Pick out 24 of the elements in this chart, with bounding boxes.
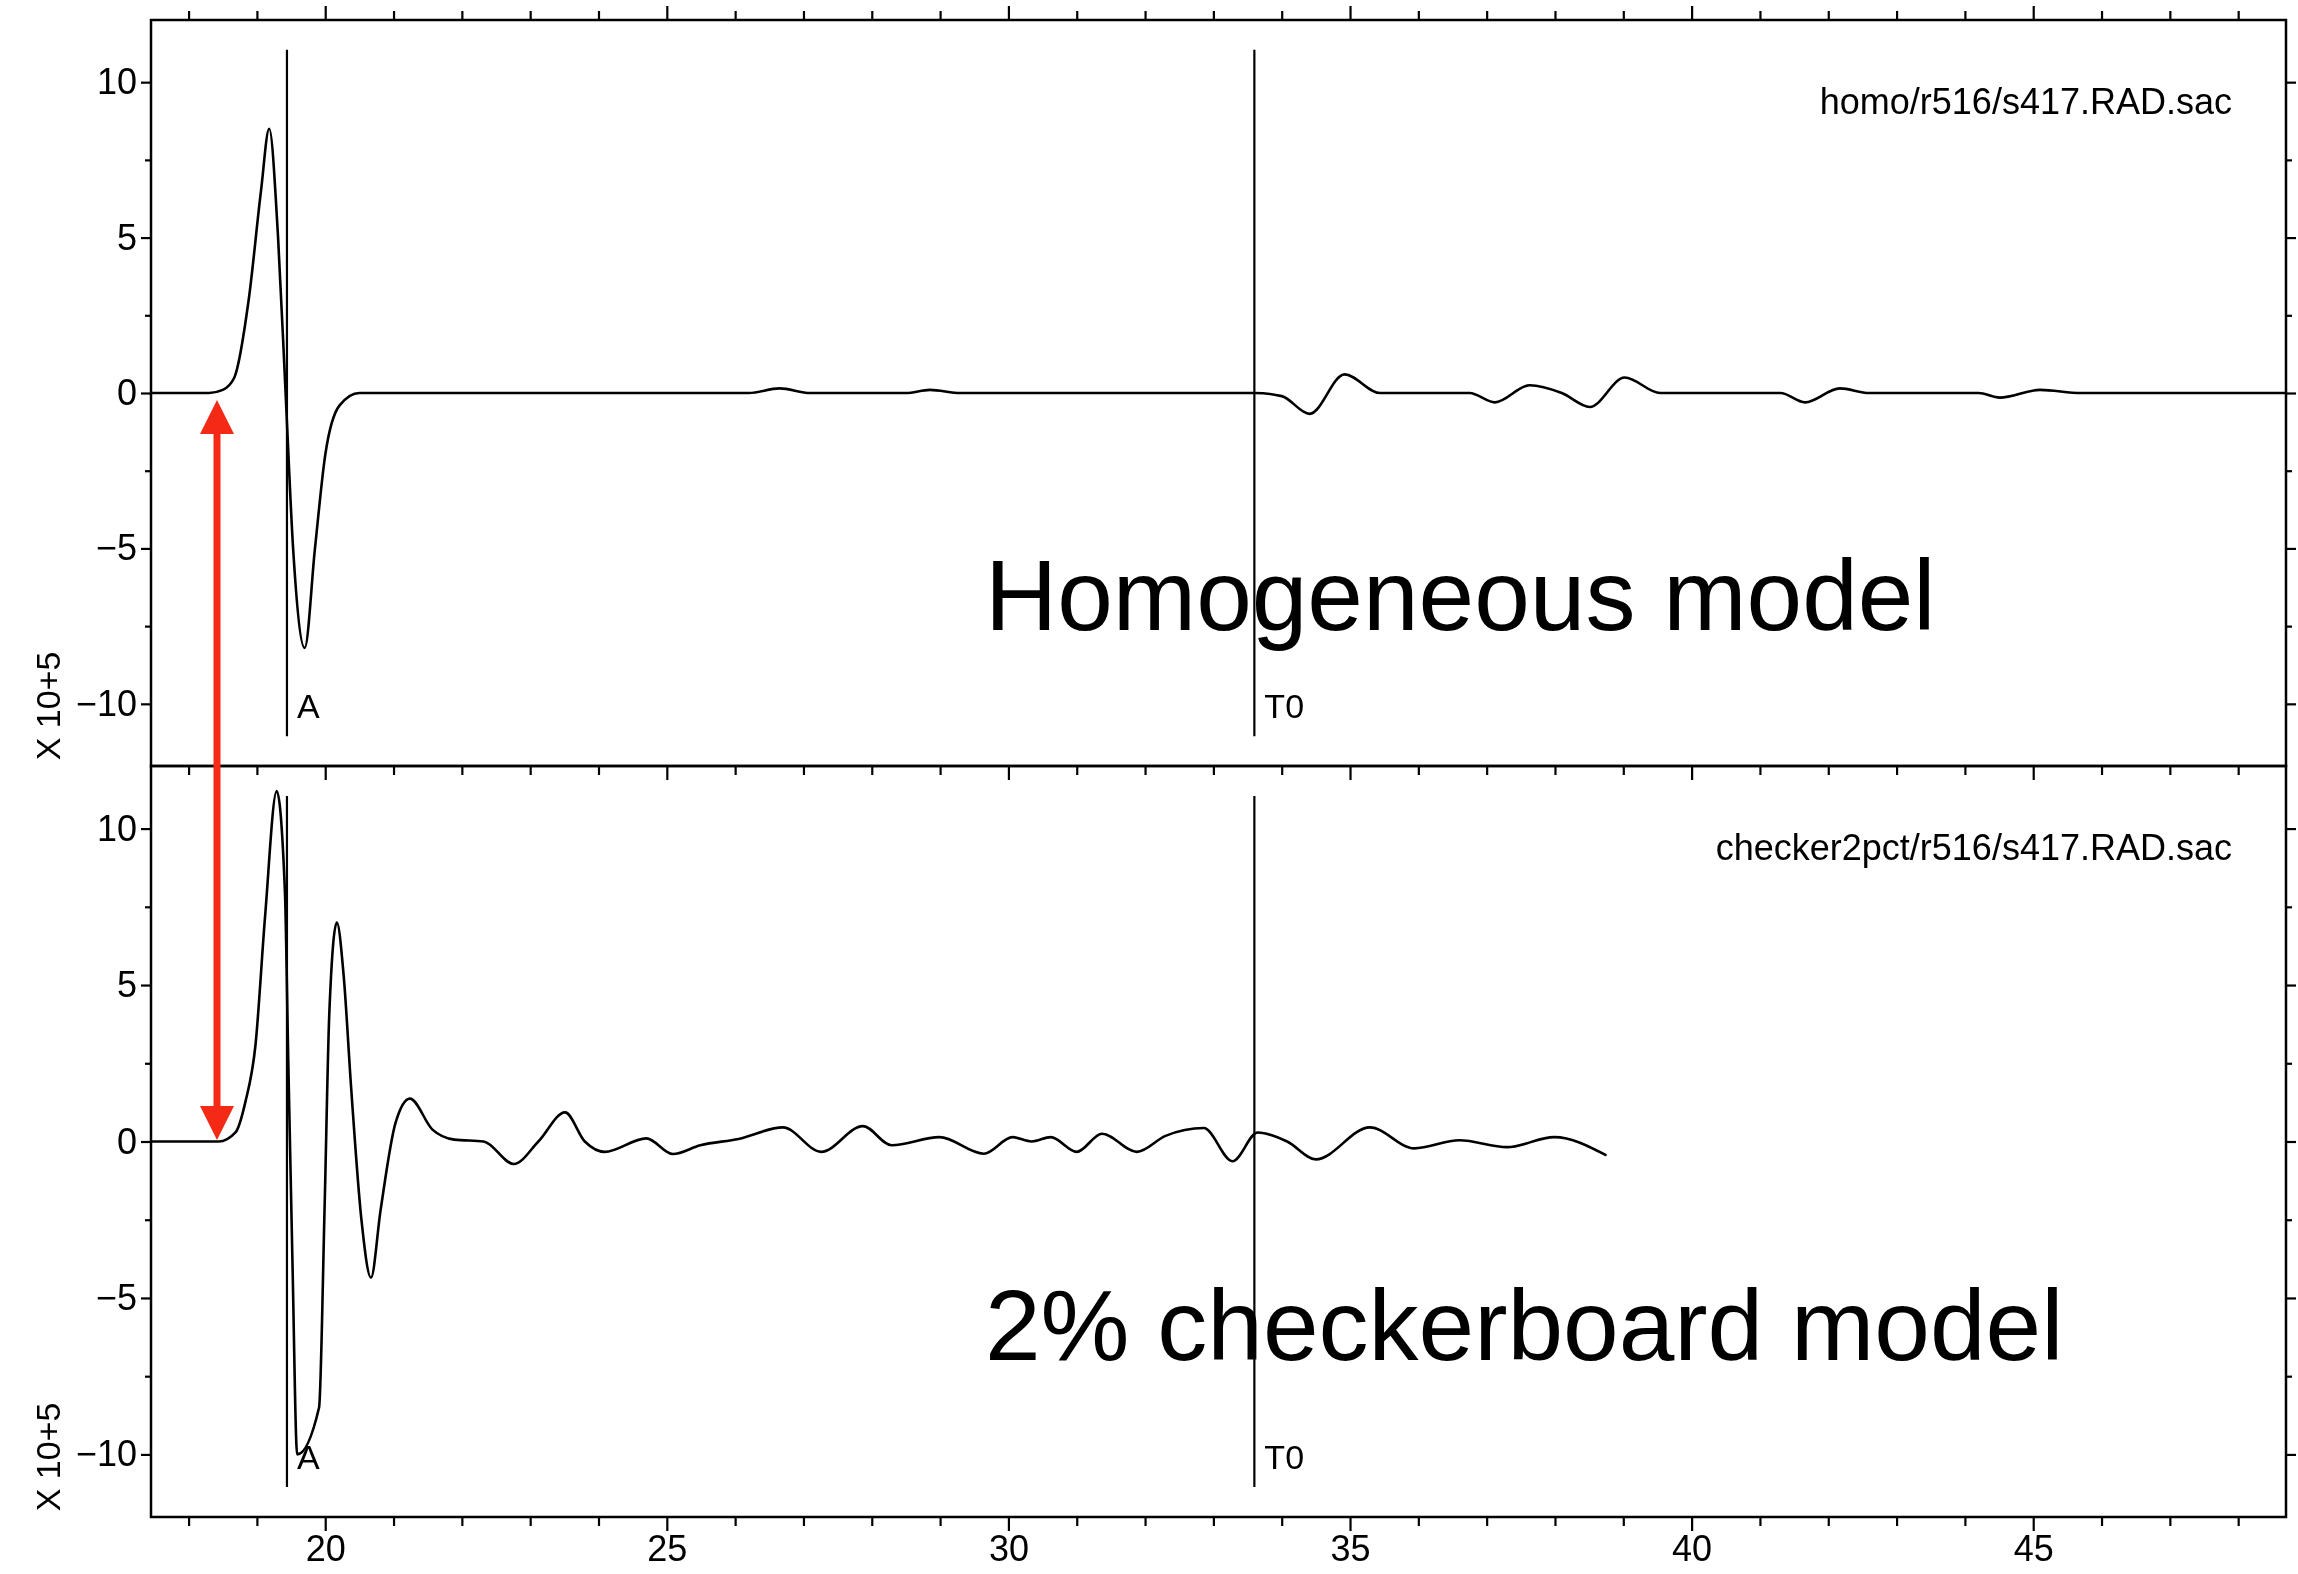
x-tick-label: 30 xyxy=(988,1527,1029,1569)
x-tick-label: 25 xyxy=(647,1527,688,1569)
x-tick-label: 20 xyxy=(305,1527,346,1569)
ref-line-label: A xyxy=(296,1437,320,1476)
y-tick-label: 0 xyxy=(116,1120,137,1162)
y-tick-label: −5 xyxy=(95,527,137,569)
y-tick-label: −10 xyxy=(75,682,137,724)
ref-line-label: A xyxy=(296,687,320,726)
y-tick-label: 5 xyxy=(116,964,137,1006)
y-tick-label: −5 xyxy=(95,1276,137,1318)
y-tick-label: 0 xyxy=(116,372,137,414)
y-axis-title: X 10+5 xyxy=(29,651,67,761)
annotation: checker2pct/r516/s417.RAD.sac xyxy=(1715,827,2232,868)
x-tick-label: 45 xyxy=(2013,1527,2054,1569)
y-tick-label: 5 xyxy=(116,216,137,258)
x-tick-label: 40 xyxy=(1672,1527,1713,1569)
y-axis-title: X 10+5 xyxy=(29,1402,67,1512)
ref-line-label: T0 xyxy=(1264,687,1305,726)
y-tick-label: 10 xyxy=(96,61,137,103)
y-tick-label: −10 xyxy=(75,1433,137,1475)
y-tick-label: 10 xyxy=(96,807,137,849)
ref-line-label: T0 xyxy=(1264,1437,1305,1476)
annotation: homo/r516/s417.RAD.sac xyxy=(1819,81,2232,122)
x-tick-label: 35 xyxy=(1330,1527,1371,1569)
